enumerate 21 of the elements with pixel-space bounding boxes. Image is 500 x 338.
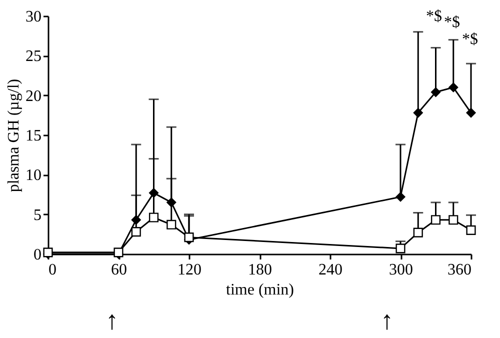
x-tick-label: 180 xyxy=(248,262,272,278)
y-axis-title: plasma GH (µg/l) xyxy=(6,78,22,192)
text: ↑ xyxy=(106,306,118,335)
x-tick-label: 120 xyxy=(178,262,202,278)
y-tick-label: 15 xyxy=(26,128,42,144)
y-tick-label: 5 xyxy=(34,206,42,224)
text: ↑ xyxy=(380,306,394,335)
y-tick-label: 10 xyxy=(26,167,42,184)
x-tick-label: 0 xyxy=(48,262,56,278)
y-tick-label: 30 xyxy=(26,8,42,26)
y-tick-label: 25 xyxy=(26,48,42,66)
x-tick-label: 60 xyxy=(111,262,127,278)
y-tick-label: 20 xyxy=(26,88,42,105)
x-tick-label: 300 xyxy=(389,262,413,278)
annotation: *$ xyxy=(426,8,442,25)
x-axis-title: time (min) xyxy=(226,282,294,298)
annotation: *$ xyxy=(462,31,478,48)
x-tick-label: 360 xyxy=(448,262,472,278)
y-tick-label: 0 xyxy=(34,246,42,264)
x-tick-label: 240 xyxy=(318,262,342,278)
annotation: *$ xyxy=(444,14,460,31)
